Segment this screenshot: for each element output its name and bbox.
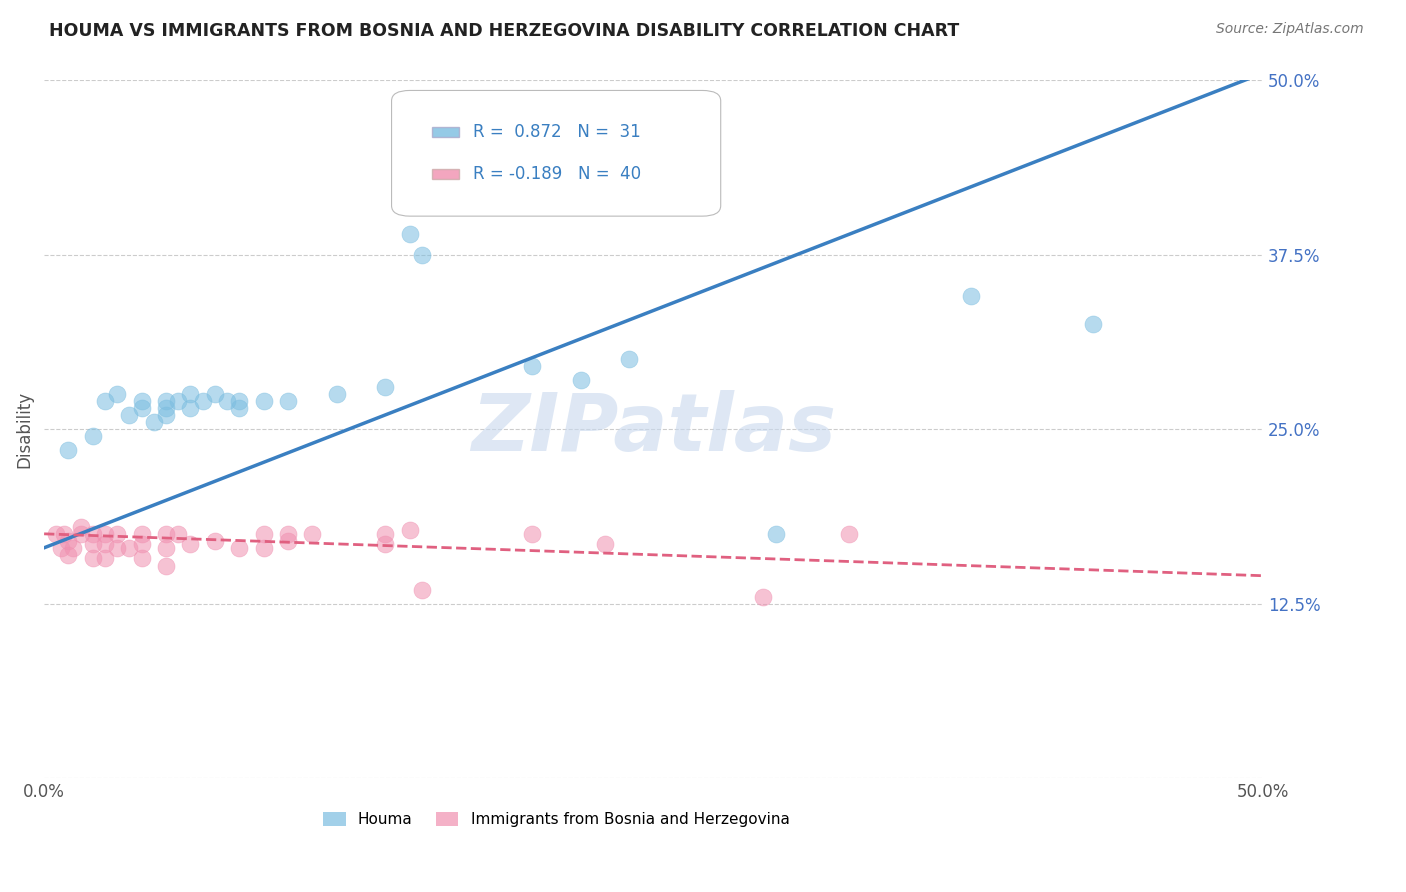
Point [131,526,153,541]
Point [752,590,775,604]
Point [398,523,420,537]
Point [155,394,177,409]
Point [167,526,190,541]
Point [155,408,177,422]
Point [105,541,128,555]
Point [118,408,141,422]
Y-axis label: Disability: Disability [15,391,32,467]
Point [325,387,347,401]
Point [94,394,117,409]
Point [179,536,201,550]
Point [838,526,860,541]
Point [131,550,153,565]
Point [142,415,165,429]
Point [520,526,543,541]
Point [58,443,80,458]
Point [52,526,75,541]
Point [520,359,543,374]
Point [228,401,250,416]
Point [94,536,117,550]
Point [94,550,117,565]
Point [959,289,981,303]
Text: R = -0.189   N =  40: R = -0.189 N = 40 [474,165,641,183]
Text: Source: ZipAtlas.com: Source: ZipAtlas.com [1216,22,1364,37]
Text: R =  0.872   N =  31: R = 0.872 N = 31 [474,123,641,141]
FancyBboxPatch shape [432,169,458,179]
Point [1081,318,1104,332]
Point [105,387,128,401]
Point [252,394,274,409]
Point [179,401,201,416]
Point [204,387,226,401]
Point [398,227,420,241]
Point [155,526,177,541]
Point [82,429,104,443]
Point [277,533,299,548]
Point [51,541,73,555]
Point [69,520,91,534]
Point [619,352,641,367]
FancyBboxPatch shape [432,128,458,137]
FancyBboxPatch shape [391,90,721,216]
Point [94,526,117,541]
Point [593,536,616,550]
Point [411,582,433,597]
Text: HOUMA VS IMMIGRANTS FROM BOSNIA AND HERZEGOVINA DISABILITY CORRELATION CHART: HOUMA VS IMMIGRANTS FROM BOSNIA AND HERZ… [49,22,959,40]
Point [374,380,396,394]
Point [228,541,250,555]
Point [69,526,91,541]
Point [228,394,250,409]
Point [118,541,141,555]
Point [252,526,274,541]
Point [58,533,80,548]
Point [131,394,153,409]
Point [155,558,177,573]
Point [277,526,299,541]
Point [179,387,201,401]
Point [131,401,153,416]
Point [374,526,396,541]
Point [765,526,787,541]
Point [411,247,433,261]
Point [82,536,104,550]
Point [45,526,67,541]
Point [191,394,214,409]
Point [204,533,226,548]
Point [82,526,104,541]
Point [82,550,104,565]
Point [155,401,177,416]
Point [374,536,396,550]
Point [252,541,274,555]
Point [215,394,238,409]
Point [301,526,323,541]
Point [167,394,190,409]
Point [58,548,80,562]
Point [155,541,177,555]
Point [62,541,84,555]
Text: ZIPatlas: ZIPatlas [471,390,837,468]
Point [105,526,128,541]
Point [131,536,153,550]
Point [277,394,299,409]
Point [569,373,592,387]
Legend: Houma, Immigrants from Bosnia and Herzegovina: Houma, Immigrants from Bosnia and Herzeg… [316,806,796,833]
